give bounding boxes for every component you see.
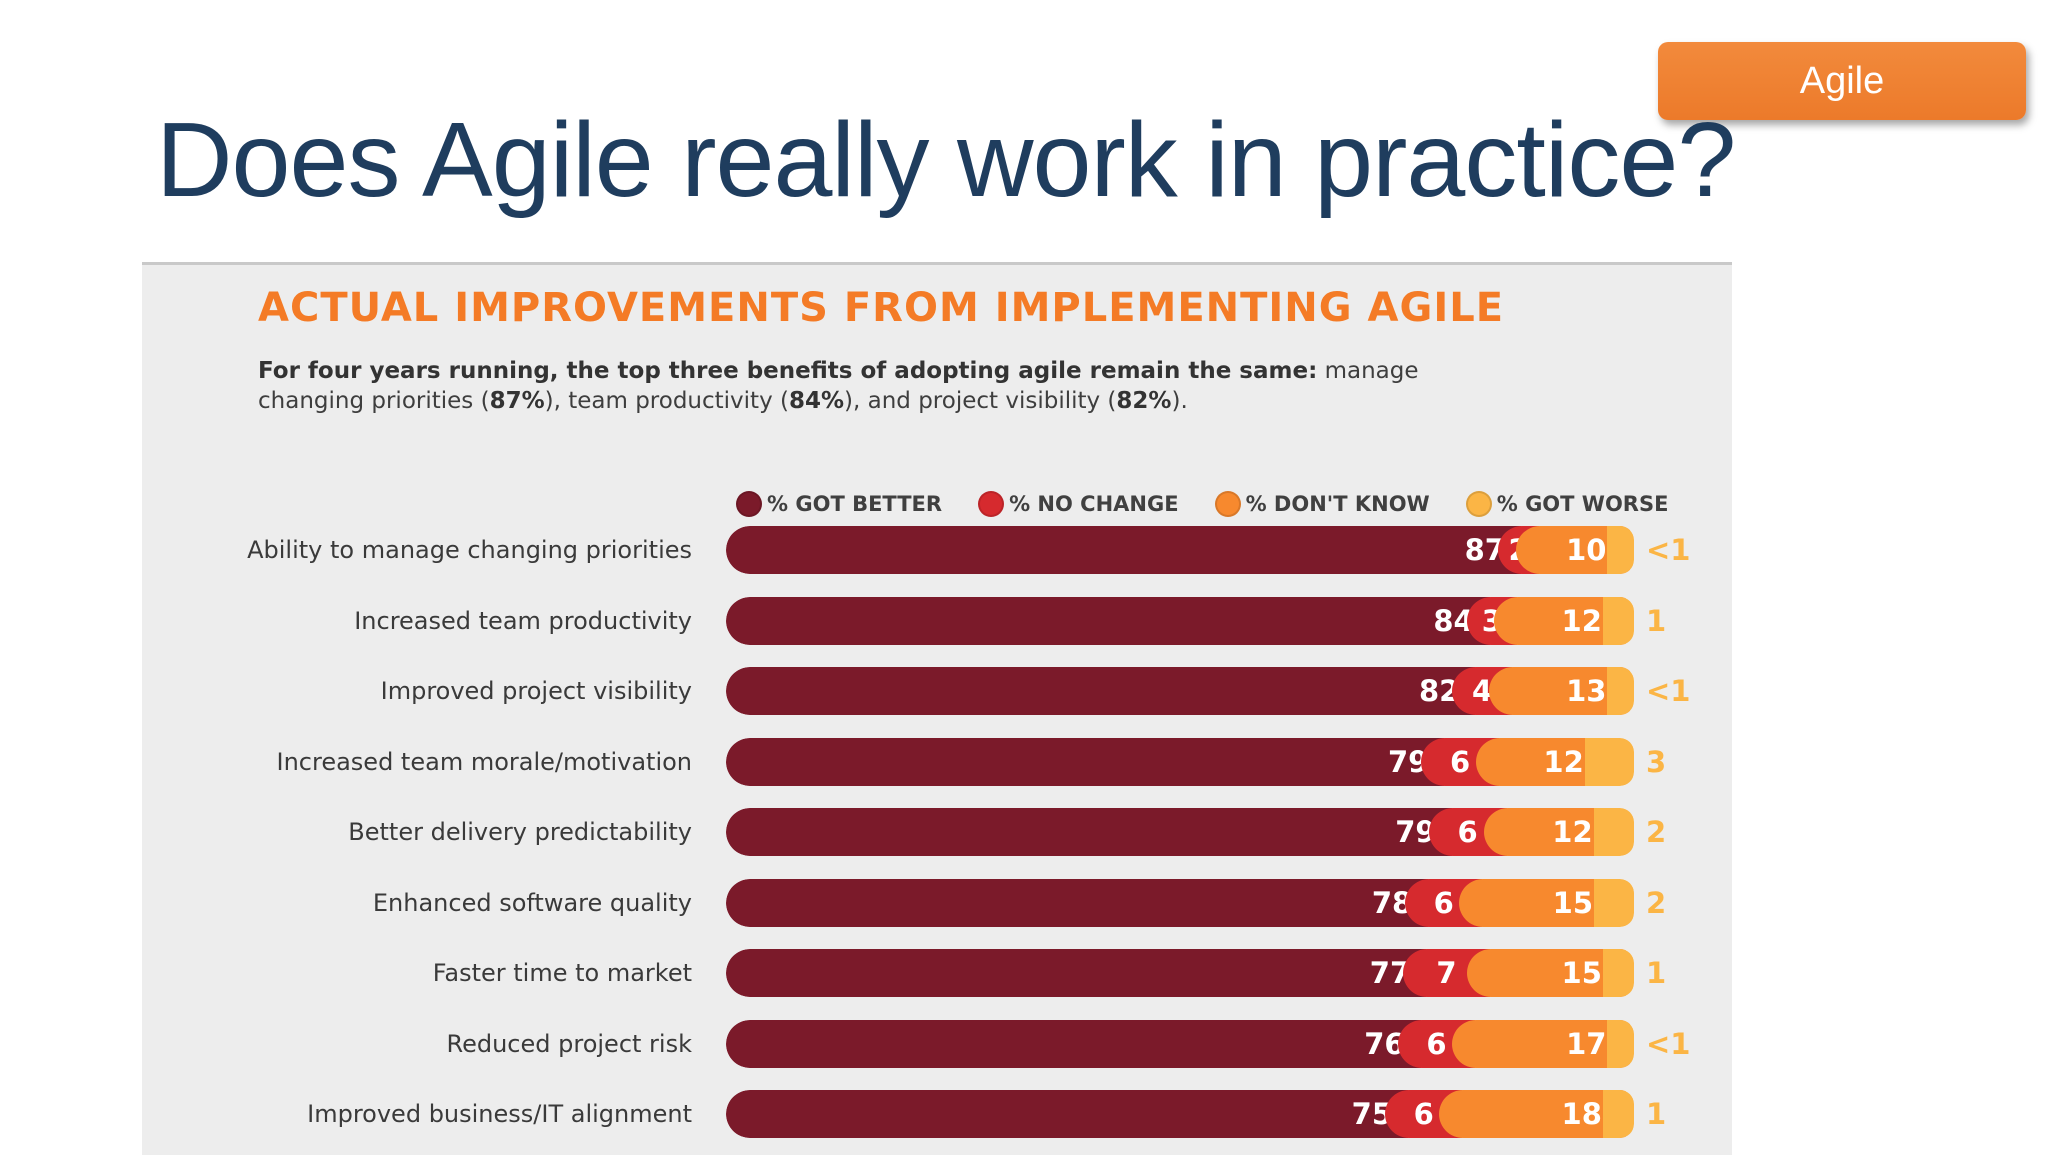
legend-label-dont-know: % DON'T KNOW: [1245, 492, 1430, 516]
segment-better-enhanced-software-quality: 78: [726, 879, 1429, 927]
legend-dot-got-worse: [1465, 491, 1492, 517]
worse-label-enhanced-software-quality: 2: [1646, 886, 1667, 920]
segment-worse-improved-project-visibility: [1607, 667, 1634, 715]
segment-worse-ability-to-manage-changing-priorities: [1607, 526, 1634, 574]
legend-item-got-better: % GOT BETTER: [736, 491, 942, 517]
worse-label-ability-to-manage-changing-priorities: <1: [1646, 533, 1691, 567]
row-label-increased-team-productivity: Increased team productivity: [354, 607, 692, 635]
description-value-2: 84%: [788, 388, 845, 414]
segment-better-increased-team-morale-motivation: 79: [726, 738, 1445, 786]
segment-dontknow-improved-project-visibility: 13: [1488, 667, 1631, 715]
segment-worse-enhanced-software-quality: [1594, 879, 1634, 927]
worse-label-improved-project-visibility: <1: [1646, 674, 1691, 708]
segment-better-reduced-project-risk: 76: [726, 1020, 1421, 1068]
row-label-faster-time-to-market: Faster time to market: [432, 959, 692, 987]
segment-dontknow-enhanced-software-quality: 15: [1459, 879, 1617, 927]
chart-title: ACTUAL IMPROVEMENTS FROM IMPLEMENTING AG…: [258, 285, 1505, 331]
chart-description: For four years running, the top three be…: [258, 356, 1508, 416]
segment-worse-faster-time-to-market: [1602, 949, 1634, 997]
worse-label-reduced-project-risk: <1: [1646, 1027, 1691, 1061]
bar-improved-project-visibility: 82 4 13: [726, 667, 1634, 715]
segment-worse-reduced-project-risk: [1607, 1020, 1634, 1068]
segment-dontknow-faster-time-to-market: 15: [1466, 949, 1626, 997]
chart-legend: % GOT BETTER % NO CHANGE % DON'T KNOW % …: [736, 488, 1704, 520]
description-part2: ), team productivity (: [544, 388, 789, 414]
legend-dot-got-better: [736, 491, 762, 517]
row-label-better-delivery-predictability: Better delivery predictability: [348, 818, 692, 846]
bar-reduced-project-risk: 76 6 17: [726, 1020, 1634, 1068]
row-label-enhanced-software-quality: Enhanced software quality: [372, 889, 692, 917]
worse-label-faster-time-to-market: 1: [1646, 956, 1667, 990]
segment-dontknow-improved-business-it-alignment: 18: [1439, 1090, 1626, 1138]
bar-enhanced-software-quality: 78 6 15: [726, 879, 1634, 927]
row-label-increased-team-morale-motivation: Increased team morale/motivation: [276, 748, 693, 776]
legend-label-got-better: % GOT BETTER: [767, 492, 943, 516]
segment-better-increased-team-productivity: 84: [726, 597, 1490, 645]
bar-increased-team-productivity: 84 3 12: [726, 597, 1634, 645]
description-part1: manage changing priorities (: [258, 358, 1419, 414]
legend-dot-dont-know: [1214, 491, 1241, 517]
description-part3: ), and project visibility (: [844, 388, 1117, 414]
agile-badge[interactable]: Agile: [1658, 42, 2026, 120]
worse-label-improved-business-it-alignment: 1: [1646, 1097, 1667, 1131]
row-label-improved-project-visibility: Improved project visibility: [380, 677, 692, 705]
bar-better-delivery-predictability: 79 6 12: [726, 808, 1634, 856]
legend-item-got-worse: % GOT WORSE: [1465, 491, 1669, 517]
row-label-ability-to-manage-changing-priorities: Ability to manage changing priorities: [247, 536, 692, 564]
description-lead: For four years running, the top three be…: [258, 358, 1318, 384]
segment-worse-better-delivery-predictability: [1593, 808, 1634, 856]
segment-dontknow-reduced-project-risk: 17: [1452, 1020, 1631, 1068]
segment-better-improved-project-visibility: 82: [726, 667, 1476, 715]
legend-label-got-worse: % GOT WORSE: [1496, 492, 1669, 516]
description-value-3: 82%: [1116, 388, 1172, 414]
bar-improved-business-it-alignment: 75 6 18: [726, 1090, 1634, 1138]
row-label-reduced-project-risk: Reduced project risk: [446, 1030, 693, 1058]
segment-better-ability-to-manage-changing-priorities: 87: [726, 526, 1521, 574]
legend-label-no-change: % NO CHANGE: [1009, 492, 1179, 516]
description-value-1: 87%: [489, 388, 545, 414]
worse-label-better-delivery-predictability: 2: [1646, 815, 1667, 849]
description-part4: ).: [1171, 388, 1188, 414]
legend-item-dont-know: % DON'T KNOW: [1214, 491, 1430, 517]
bar-increased-team-morale-motivation: 79 6 12: [726, 738, 1634, 786]
segment-worse-increased-team-morale-motivation: [1584, 738, 1634, 786]
bar-ability-to-manage-changing-priorities: 87210: [726, 526, 1634, 574]
worse-label-increased-team-productivity: 1: [1646, 604, 1667, 638]
row-label-improved-business-it-alignment: Improved business/IT alignment: [307, 1100, 692, 1128]
bar-faster-time-to-market: 77 7 15: [726, 949, 1634, 997]
segment-better-better-delivery-predictability: 79: [726, 808, 1452, 856]
legend-dot-no-change: [978, 491, 1005, 517]
slide-title: Does Agile really work in practice?: [156, 101, 1736, 219]
segment-better-improved-business-it-alignment: 75: [726, 1090, 1408, 1138]
segment-worse-improved-business-it-alignment: [1602, 1090, 1634, 1138]
segment-worse-increased-team-productivity: [1602, 597, 1634, 645]
legend-item-no-change: % NO CHANGE: [978, 491, 1179, 517]
worse-label-increased-team-morale-motivation: 3: [1646, 745, 1667, 779]
segment-better-faster-time-to-market: 77: [726, 949, 1427, 997]
